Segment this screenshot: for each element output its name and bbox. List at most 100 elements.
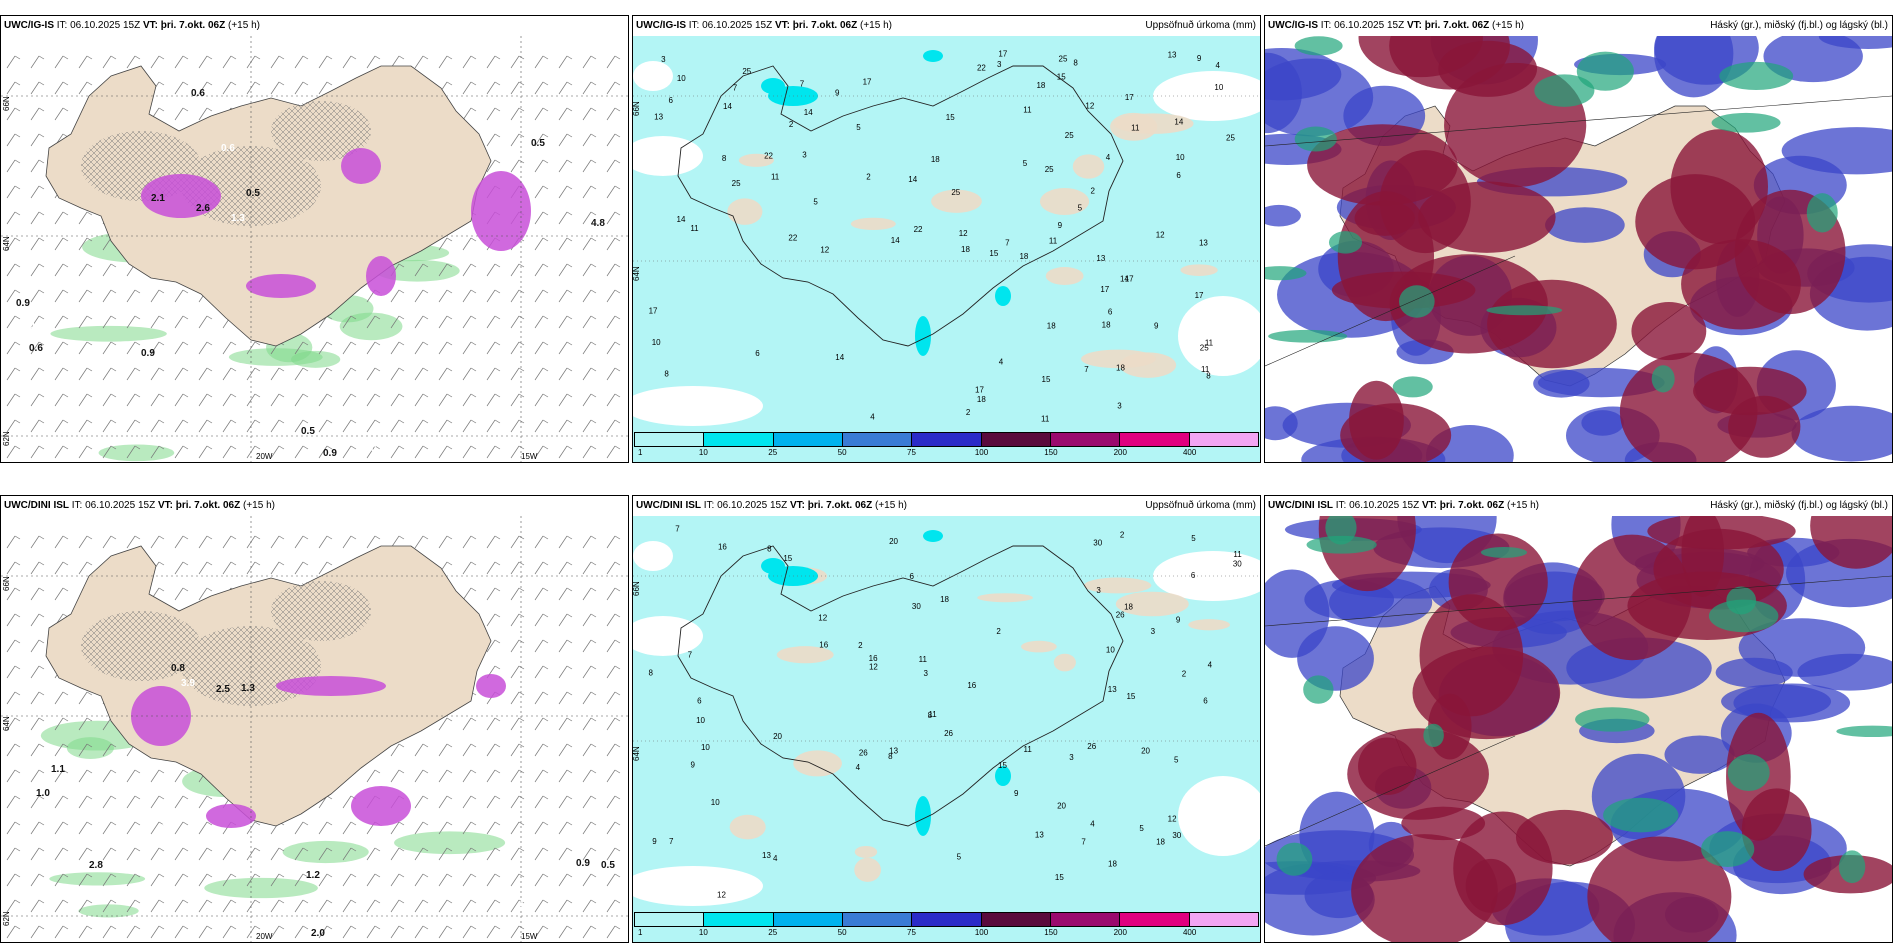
- wind-barb: [534, 665, 549, 679]
- map-area[interactable]: [1265, 36, 1892, 462]
- wind-barb: [54, 743, 69, 757]
- high-cloud: [1303, 675, 1334, 704]
- wind-barb: [318, 847, 333, 861]
- wind-barb: [582, 107, 597, 121]
- wind-barb: [606, 185, 621, 199]
- precip-legend: 1 10 25 50 75 100 150 200 400: [634, 432, 1259, 461]
- dry-area: [977, 593, 1033, 603]
- no-precip-area: [633, 386, 763, 426]
- wind-barb: [30, 341, 45, 355]
- wind-barb: [294, 535, 309, 549]
- wind-barb: [438, 717, 453, 731]
- low-cloud: [1797, 653, 1892, 691]
- wind-barb: [510, 691, 525, 705]
- wind-barb: [606, 315, 621, 329]
- lead-time: (+15 h): [1492, 20, 1524, 31]
- contour-label: 0.5: [601, 860, 615, 871]
- wind-barb: [174, 341, 189, 355]
- precip-value: 10: [701, 743, 710, 752]
- wind-barb: [54, 717, 69, 731]
- contour-label: 0.5: [531, 138, 545, 149]
- lead-time: (+15 h): [860, 20, 892, 31]
- wind-barb: [102, 847, 117, 861]
- precip-value: 17: [863, 77, 872, 86]
- wind-barb: [510, 899, 525, 913]
- wind-barb: [102, 769, 117, 783]
- wind-barb: [558, 587, 573, 601]
- contour-label: 2.6: [196, 203, 210, 214]
- wind-barb: [366, 393, 381, 407]
- precip-max: [995, 286, 1011, 306]
- map-area[interactable]: 66N 64N 62N 20W 15W 0.6 0.6 2.1 2.6 1.3 0.5 0.9 0.6 0…: [1, 36, 628, 462]
- high-cloud: [1727, 754, 1770, 792]
- wind-barb: [318, 55, 333, 69]
- precip-value: 12: [1085, 102, 1094, 111]
- map-area[interactable]: 66N 64N 4 6 26 20 13 10 12 8 9 5 7 15 18 3 11 16 30 2 4 6 26 20…: [633, 516, 1260, 942]
- precip-value: 14: [677, 215, 686, 224]
- wind-barb: [222, 899, 237, 913]
- dry-area: [1188, 619, 1231, 631]
- wind-barb: [558, 925, 573, 939]
- high-cloud: [1276, 842, 1313, 876]
- wind-barb: [30, 769, 45, 783]
- precip-value: 9: [1058, 221, 1063, 230]
- map-area[interactable]: 66N 64N 62N 20W 15W 0.8 3.9 2.5 1.3 0.9 1.1 1.0 0.6 2…: [1, 516, 628, 942]
- precip-value: 3: [1117, 402, 1122, 411]
- precip-value: 8: [1073, 58, 1078, 67]
- precip-value: 11: [928, 710, 937, 719]
- wind-barb: [270, 899, 285, 913]
- wind-barb: [102, 263, 117, 277]
- wind-barb: [54, 393, 69, 407]
- wind-barb: [558, 211, 573, 225]
- wind-barb: [582, 133, 597, 147]
- high-cloud: [1603, 797, 1679, 833]
- wind-barb: [534, 185, 549, 199]
- precip-value: 4: [1106, 153, 1111, 162]
- low-cloud: [1664, 735, 1735, 774]
- wind-barb: [606, 821, 621, 835]
- no-precip-area: [633, 616, 703, 656]
- precip-value: 18: [1108, 860, 1117, 869]
- precip-value: 11: [690, 224, 699, 233]
- wind-barb: [30, 159, 45, 173]
- precip-value: 13: [1199, 238, 1208, 247]
- wind-barb: [558, 795, 573, 809]
- wind-barb: [150, 55, 165, 69]
- wind-barb: [510, 133, 525, 147]
- map-area[interactable]: 66N 64N 12 11 14 18 25 22 17 15 9 8 6 7 5 11 3 10 4 2 14 18 17…: [633, 36, 1260, 462]
- precip-value: 14: [804, 108, 813, 117]
- contour-label: 0.6: [221, 143, 235, 154]
- contour-label: 0.9: [16, 298, 30, 309]
- precip-value: 18: [1116, 364, 1125, 373]
- precip-value: 17: [1100, 285, 1109, 294]
- contour-label: 4.8: [591, 218, 605, 229]
- wind-barb: [294, 925, 309, 939]
- wind-barb: [582, 847, 597, 861]
- map-canvas: 66N64N4626201310128957151831116302462620…: [633, 516, 1260, 942]
- wind-barb: [174, 847, 189, 861]
- wind-barb: [558, 185, 573, 199]
- lat-label: 66N: [2, 96, 11, 111]
- wind-barb: [54, 81, 69, 95]
- precip-value: 9: [1176, 616, 1181, 625]
- wind-barb: [54, 107, 69, 121]
- it-label: IT:: [1320, 20, 1332, 31]
- wind-barb: [582, 55, 597, 69]
- precip-value: 2: [858, 641, 863, 650]
- wind-barb: [150, 289, 165, 303]
- wind-barb: [102, 795, 117, 809]
- wind-barb: [54, 55, 69, 69]
- wind-barb: [6, 237, 21, 251]
- wind-barb: [222, 393, 237, 407]
- high-cloud: [1392, 376, 1433, 398]
- wind-barb: [606, 159, 621, 173]
- legend-swatch: [1188, 912, 1259, 927]
- wind-barb: [174, 795, 189, 809]
- mid-cloud: [1631, 302, 1707, 361]
- wind-barb: [510, 107, 525, 121]
- model-name: UWC/DINI ISL: [1268, 500, 1333, 511]
- map-area[interactable]: [1265, 516, 1892, 942]
- lat-label: 66N: [633, 101, 641, 116]
- wind-barb: [510, 665, 525, 679]
- wind-barb: [510, 821, 525, 835]
